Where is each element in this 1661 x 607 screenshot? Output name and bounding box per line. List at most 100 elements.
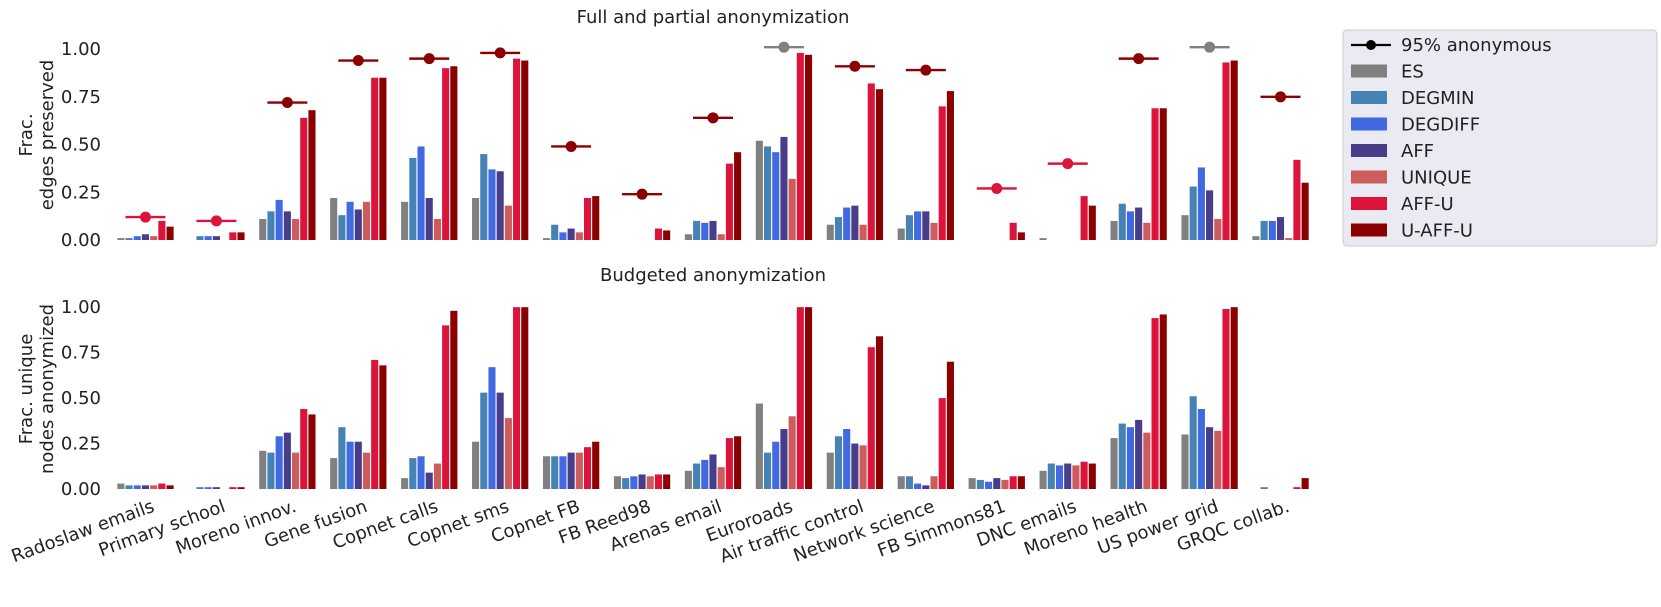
bar-u-aff-u-fb-simmons81	[1017, 476, 1025, 489]
bar-aff-moreno-innov	[283, 432, 291, 489]
bar-es-air-traffic-control	[826, 452, 834, 489]
bar-es-euroroads	[755, 403, 763, 489]
bar-aff-u-fb-reed98	[654, 474, 663, 489]
bar-es-us-power-grid	[1181, 215, 1189, 240]
bar-es-moreno-health	[1110, 438, 1118, 489]
bar-unique-copnet-fb	[575, 452, 583, 489]
bar-u-aff-u-network-science	[946, 361, 954, 489]
bar-unique-gene-fusion	[362, 201, 371, 240]
legend: 95% anonymous ES DEGMIN DEGDIFF AFF UNIQUE AFF…	[1342, 29, 1658, 247]
bar-aff-network-science	[922, 211, 930, 240]
bar-degmin-us-power-grid	[1189, 396, 1197, 489]
bar-aff-u-copnet-calls	[442, 68, 450, 240]
bar-aff-u-moreno-innov	[300, 117, 308, 240]
bar-degmin-air-traffic-control	[834, 217, 843, 240]
bar-aff-u-primary-school	[229, 232, 237, 240]
bar-es-us-power-grid	[1181, 434, 1189, 489]
y-axis-label-line2: edges preserved	[37, 60, 58, 211]
bar-degdiff-air-traffic-control	[843, 207, 851, 240]
bar-degmin-fb-simmons81	[976, 479, 984, 489]
bar-aff-u-radoslaw-emails	[158, 220, 166, 240]
bar-es-moreno-innov	[259, 219, 267, 240]
bar-aff-us-power-grid	[1206, 427, 1214, 489]
bar-unique-copnet-sms	[504, 418, 512, 489]
bar-u-aff-u-copnet-sms	[521, 307, 529, 489]
bar-aff-u-dnc-emails	[1080, 196, 1088, 240]
bar-degmin-moreno-health	[1118, 423, 1126, 489]
bar-degdiff-us-power-grid	[1197, 167, 1205, 240]
svg-text:UNIQUE: UNIQUE	[1401, 168, 1472, 189]
bar-aff-u-us-power-grid	[1222, 62, 1230, 240]
bar-degdiff-moreno-health	[1126, 211, 1134, 240]
bar-degmin-primary-school	[196, 487, 204, 489]
bar-aff-gene-fusion	[354, 441, 362, 489]
bar-unique-us-power-grid	[1214, 219, 1222, 240]
bar-aff-u-gene-fusion	[371, 77, 379, 241]
marker-95-network-science	[905, 64, 946, 76]
marker-95-dnc-emails	[1047, 158, 1088, 170]
legend-entry-95-anonymous: 95% anonymous	[1351, 35, 1552, 56]
bar-aff-copnet-calls	[425, 198, 433, 240]
bar-es-copnet-fb	[542, 456, 551, 489]
bar-aff-dnc-emails	[1064, 463, 1072, 489]
bar-aff-u-fb-reed98	[654, 228, 663, 240]
marker-95-primary-school	[196, 215, 237, 227]
y-tick-label: 0.00	[61, 479, 101, 500]
bar-degdiff-euroroads	[772, 441, 780, 489]
bar-u-aff-u-copnet-fb	[592, 441, 600, 489]
bar-degdiff-arenas-email	[701, 222, 709, 240]
bar-u-aff-u-air-traffic-control	[875, 89, 884, 240]
bar-aff-us-power-grid	[1206, 190, 1214, 240]
bar-es-gene-fusion	[330, 458, 338, 489]
bar-unique-fb-reed98	[646, 476, 654, 489]
bar-aff-u-moreno-health	[1151, 108, 1159, 240]
bar-unique-copnet-calls	[433, 463, 441, 489]
bar-degmin-copnet-fb	[551, 456, 559, 489]
bar-aff-air-traffic-control	[851, 443, 859, 489]
bar-es-arenas-email	[684, 470, 692, 489]
bar-es-dnc-emails	[1039, 470, 1047, 489]
bar-aff-u-air-traffic-control	[867, 83, 875, 240]
bar-es-copnet-calls	[401, 201, 409, 240]
bar-aff-euroroads	[780, 429, 788, 489]
bar-aff-arenas-email	[709, 454, 717, 489]
bar-unique-moreno-innov	[292, 452, 300, 489]
bar-unique-radoslaw-emails	[150, 485, 158, 489]
bar-es-network-science	[897, 228, 905, 240]
bar-u-aff-u-moreno-health	[1159, 108, 1167, 240]
bar-degdiff-radoslaw-emails	[133, 485, 141, 489]
bar-u-aff-u-us-power-grid	[1230, 60, 1238, 240]
chart-title: Budgeted anonymization	[600, 265, 826, 286]
marker-95-radoslaw-emails	[125, 211, 166, 223]
bar-degdiff-air-traffic-control	[843, 429, 851, 489]
bar-u-aff-u-dnc-emails	[1088, 463, 1096, 489]
svg-text:AFF: AFF	[1401, 141, 1434, 162]
bar-u-aff-u-arenas-email	[734, 152, 742, 240]
bar-aff-u-air-traffic-control	[867, 347, 875, 489]
bar-degmin-fb-reed98	[622, 478, 630, 489]
bar-unique-network-science	[930, 222, 938, 240]
bar-es-copnet-calls	[401, 478, 409, 489]
bar-aff-euroroads	[780, 136, 788, 240]
bar-aff-moreno-innov	[283, 211, 291, 240]
marker-95-copnet-fb	[551, 140, 592, 152]
bar-u-aff-u-radoslaw-emails	[166, 226, 174, 240]
legend-entry-degdiff: DEGDIFF	[1351, 115, 1480, 136]
bar-u-aff-u-gene-fusion	[379, 77, 387, 241]
bar-es-euroroads	[755, 140, 763, 240]
bar-aff-u-copnet-sms	[513, 58, 521, 240]
bar-degmin-copnet-fb	[551, 224, 559, 240]
marker-95-copnet-calls	[409, 53, 450, 65]
svg-text:DEGDIFF: DEGDIFF	[1401, 115, 1480, 136]
bar-u-aff-u-euroroads	[804, 54, 813, 241]
bar-es-copnet-sms	[472, 198, 480, 240]
bar-u-aff-u-euroroads	[804, 307, 813, 489]
bar-degdiff-dnc-emails	[1055, 465, 1064, 489]
bar-aff-arenas-email	[709, 220, 717, 240]
bar-degmin-euroroads	[763, 452, 772, 489]
bar-degmin-air-traffic-control	[834, 436, 843, 489]
bar-u-aff-u-grqc-collab	[1301, 478, 1309, 489]
